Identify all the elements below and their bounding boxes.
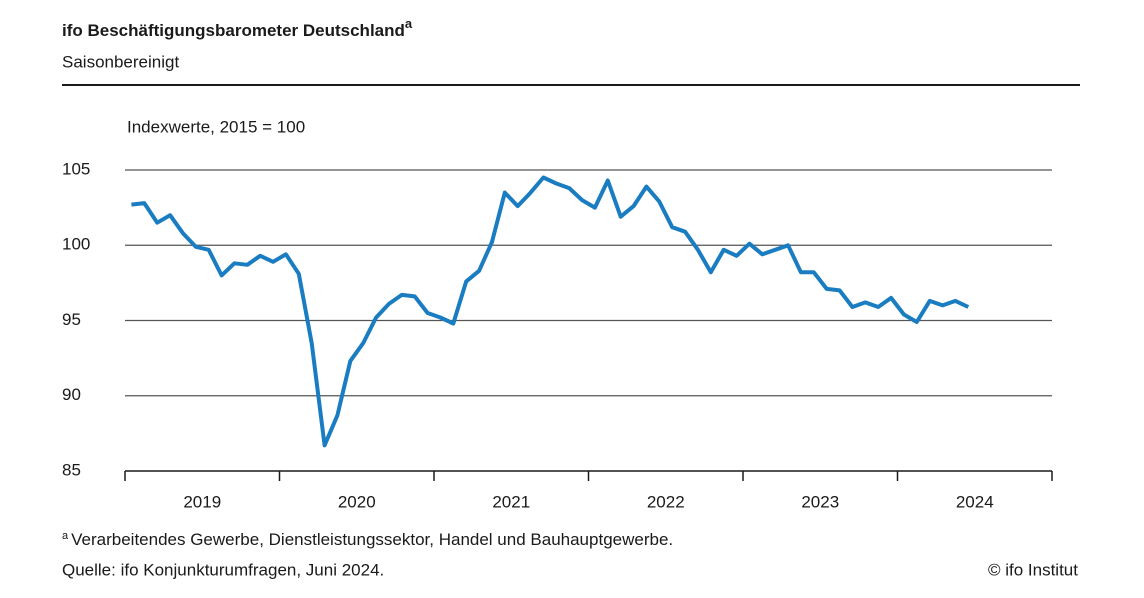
credit: © ifo Institut [988,560,1078,579]
footnote-marker: a [62,530,69,542]
x-tick-label: 2021 [492,492,530,511]
footnote: a Verarbeitendes Gewerbe, Dienstleistungs… [62,530,673,550]
title-text: ifo Beschäftigungsbarometer Deutschland [62,21,405,40]
y-tick-label: 90 [62,385,81,404]
y-tick-label: 100 [62,235,90,254]
y-tick-label: 105 [62,159,90,178]
x-tick-label: 2019 [183,492,221,511]
subtitle: Saisonbereinigt [62,52,179,71]
title-marker: a [405,16,413,31]
data-line [131,175,970,448]
y-tick-label: 85 [62,460,81,479]
chart-title: ifo Beschäftigungsbarometer Deutschlanda [62,16,413,40]
footnote-text: Verarbeitendes Gewerbe, Dienstleistungss… [71,530,673,549]
y-tick-label: 95 [62,310,81,329]
y-axis-label: Indexwerte, 2015 = 100 [127,117,305,136]
source: Quelle: ifo Konjunkturumfragen, Juni 202… [62,560,384,579]
x-tick-label: 2023 [801,492,839,511]
x-tick-label: 2020 [338,492,376,511]
x-tick-label: 2022 [647,492,685,511]
x-tick-label: 2024 [956,492,994,511]
